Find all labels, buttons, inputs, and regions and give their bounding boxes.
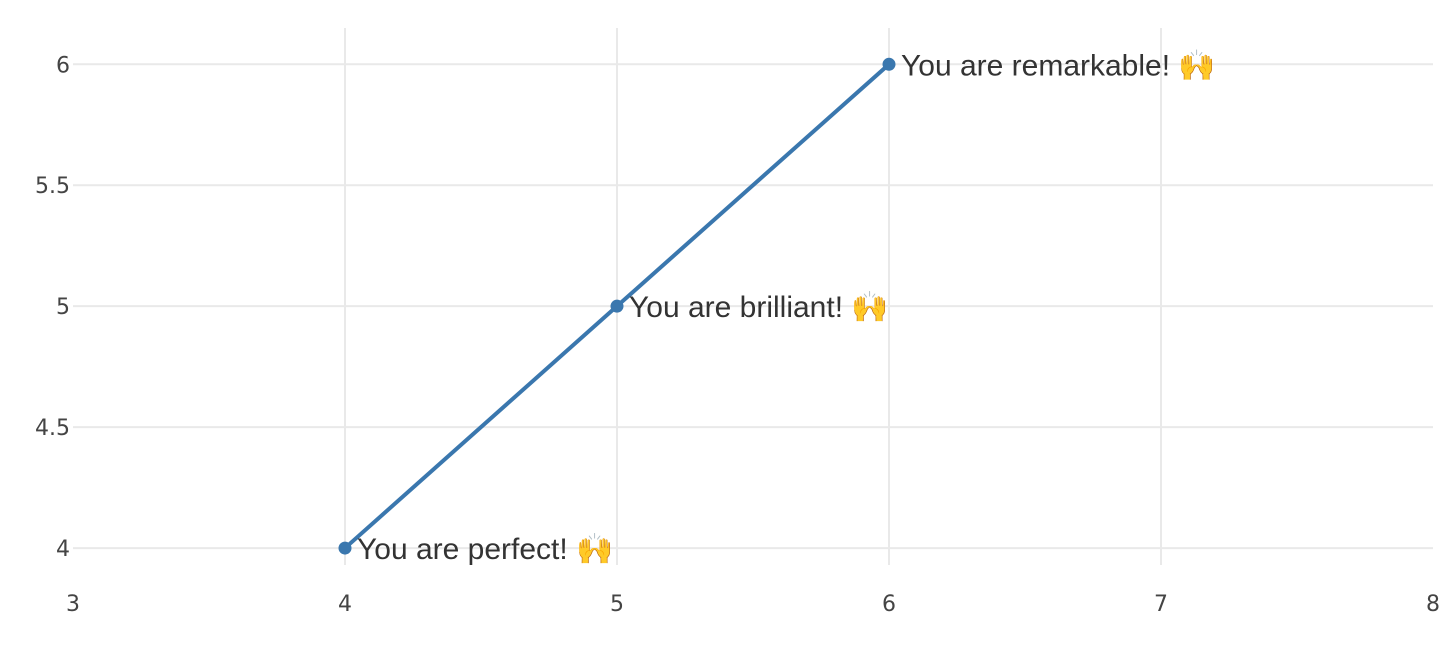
y-tick-label: 5	[56, 295, 70, 320]
y-axis: 4 4.5 5 5.5 6	[35, 53, 70, 562]
y-tick-label: 4.5	[35, 416, 70, 441]
grid	[73, 28, 1433, 565]
x-axis: 3 4 5 6 7 8	[66, 592, 1440, 617]
data-label: You are perfect! 🙌	[357, 532, 613, 566]
x-tick-label: 8	[1426, 592, 1440, 617]
x-tick-label: 6	[882, 592, 896, 617]
data-point	[882, 57, 896, 71]
x-tick-label: 4	[338, 592, 352, 617]
x-tick-label: 7	[1154, 592, 1168, 617]
points-layer	[338, 57, 896, 555]
y-tick-label: 5.5	[35, 174, 70, 199]
data-point	[338, 541, 352, 555]
data-label: You are remarkable! 🙌	[901, 48, 1216, 82]
data-point	[610, 299, 624, 313]
point-labels-layer: You are perfect! 🙌 You are brilliant! 🙌 Yo…	[357, 48, 1216, 566]
data-label: You are brilliant! 🙌	[629, 290, 889, 324]
y-tick-label: 6	[56, 53, 70, 78]
x-tick-label: 5	[610, 592, 624, 617]
x-tick-label: 3	[66, 592, 80, 617]
y-tick-label: 4	[56, 537, 70, 562]
